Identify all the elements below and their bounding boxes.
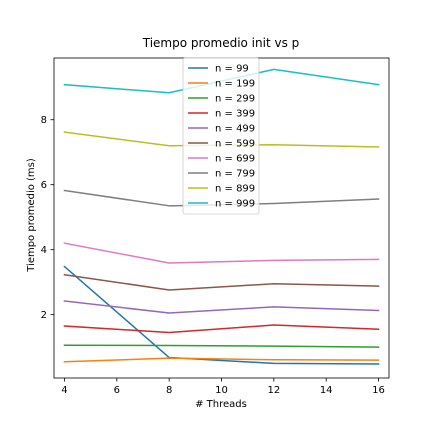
legend: n = 99 n = 199 n = 299 n = 399 n = 499 n = 59…	[182, 57, 260, 215]
x-tick-label-0: 4	[61, 385, 67, 396]
legend-entry-8: n = 899	[215, 184, 255, 195]
legend-entry-9: n = 999	[215, 199, 255, 210]
legend-entry-5: n = 599	[215, 139, 255, 150]
x-tick-label-2: 8	[166, 385, 172, 396]
x-tick-label-4: 12	[267, 385, 280, 396]
x-axis-label: # Threads	[195, 399, 247, 410]
x-tick-label-6: 16	[372, 385, 385, 396]
y-tick-label-1: 4	[41, 245, 47, 256]
legend-entry-1: n = 199	[215, 79, 255, 90]
legend-entry-6: n = 699	[215, 154, 255, 165]
series-line-5	[63, 273, 380, 291]
y-tick-label-3: 8	[41, 115, 47, 126]
legend-entry-7: n = 799	[215, 169, 255, 180]
legend-entry-3: n = 399	[215, 109, 255, 120]
y-tick-label-2: 6	[41, 180, 47, 191]
series-line-6	[63, 242, 380, 264]
y-axis-label: Tiempo promedio (ms)	[26, 158, 37, 273]
x-axis-ticks: 4 6 8 10 12 14 16	[61, 378, 385, 396]
legend-box	[182, 57, 260, 215]
series-line-4	[63, 300, 380, 314]
legend-entry-0: n = 99	[215, 64, 249, 75]
x-tick-label-1: 6	[114, 385, 120, 396]
legend-entry-2: n = 299	[215, 94, 255, 105]
series-line-3	[63, 324, 380, 334]
x-tick-label-5: 14	[320, 385, 333, 396]
y-axis-ticks: 2 4 6 8	[41, 115, 54, 321]
series-line-2	[63, 344, 380, 348]
series-line-1	[63, 357, 380, 363]
series-line-0	[63, 265, 380, 365]
chart-title: Tiempo promedio init vs p	[142, 36, 300, 50]
x-tick-label-3: 10	[215, 385, 228, 396]
y-tick-label-0: 2	[41, 310, 47, 321]
legend-entry-4: n = 499	[215, 124, 255, 135]
